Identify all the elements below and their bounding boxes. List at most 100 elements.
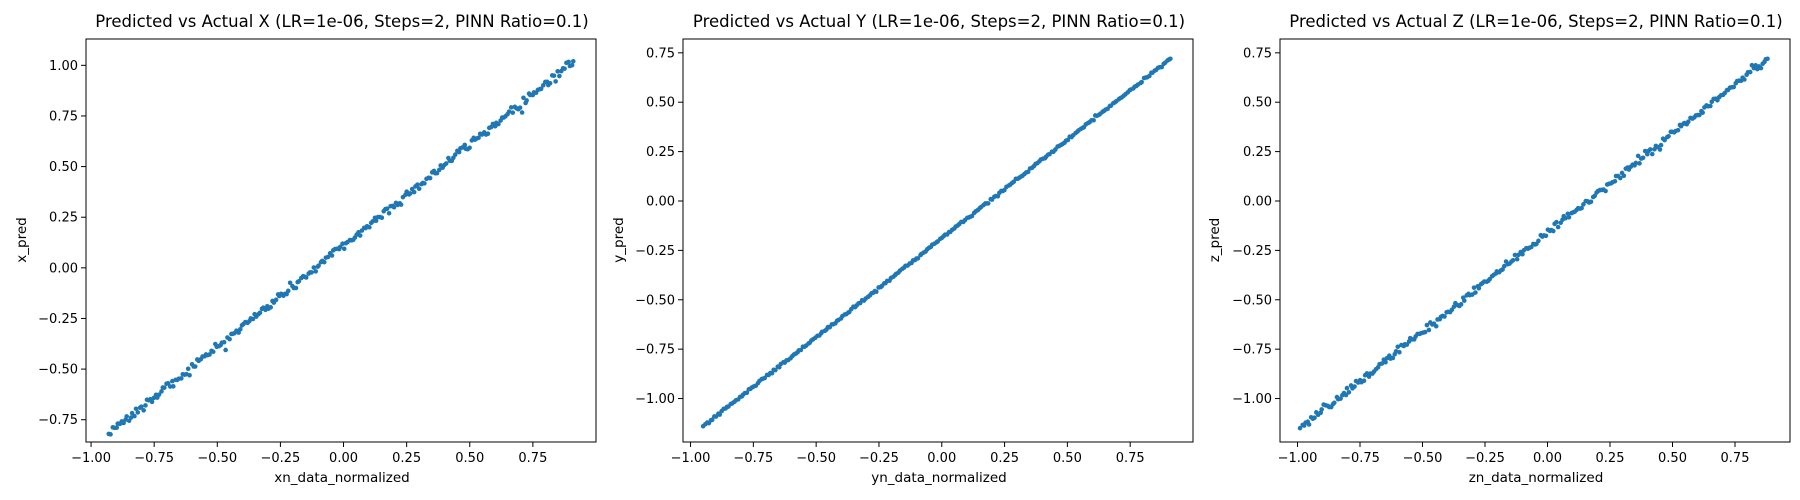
scatter-point (149, 399, 155, 405)
y-tick-label: 0.00 (646, 194, 675, 209)
y-tick-label: 0.75 (646, 46, 675, 61)
y-tick-label: 0.75 (49, 109, 78, 124)
y-tick-label: −0.50 (635, 293, 675, 308)
scatter-point (551, 73, 557, 78)
y-tick-label: −1.00 (1232, 392, 1272, 407)
x-tick-label: −0.75 (733, 451, 773, 466)
scatter-point (1344, 385, 1350, 391)
scatter-point (1543, 233, 1549, 239)
scatter-point (1338, 396, 1343, 401)
scatter-point (1647, 147, 1653, 152)
x-tick-label: 0.50 (1658, 451, 1687, 466)
scatter-point (1675, 127, 1681, 133)
y-tick-label: −0.75 (635, 343, 675, 358)
scatter-point (510, 110, 516, 115)
scatter-point (250, 316, 256, 322)
scatter-point (1332, 400, 1337, 406)
scatter-point (133, 406, 139, 412)
x-tick-label: −0.50 (197, 451, 237, 466)
scatter-point (462, 142, 468, 148)
scatter-point (427, 175, 433, 181)
x-tick-label: 0.25 (392, 451, 421, 466)
scatter-point (1649, 151, 1655, 157)
scatter-points (700, 56, 1173, 429)
axes-frame (682, 38, 1194, 443)
scatter-point (547, 80, 553, 86)
scatter-point (1397, 349, 1402, 355)
scatter-point (108, 432, 113, 437)
axes-frame (1279, 38, 1791, 443)
scatter-points (106, 58, 576, 437)
scatter-point (1563, 215, 1568, 221)
scatter-point (1471, 285, 1477, 290)
scatter-point (121, 420, 126, 426)
scatter-point (1510, 257, 1516, 263)
scatter-point (1708, 103, 1713, 109)
scatter-point (1551, 228, 1556, 234)
scatter-point (1091, 117, 1096, 123)
y-axis-label: z_pred (1207, 218, 1223, 263)
scatter-point (143, 403, 148, 408)
scatter-point (985, 201, 991, 206)
scatter-point (273, 297, 279, 303)
scatter-point (1343, 392, 1349, 398)
scatter-point (373, 218, 379, 223)
scatter-point (1451, 304, 1457, 310)
y-tick-label: 0.25 (49, 211, 78, 226)
scatter-point (268, 305, 274, 310)
y-tick-label: −0.50 (1232, 293, 1272, 308)
scatter-point (1297, 425, 1303, 431)
scatter-point (316, 263, 321, 269)
scatter-point (379, 215, 385, 221)
scatter-point (329, 253, 335, 258)
scatter-point (569, 62, 575, 68)
x-tick-label: −0.25 (859, 451, 899, 466)
scatter-point (1395, 344, 1401, 350)
x-tick-label: −0.75 (134, 451, 174, 466)
scatter-point (524, 98, 529, 103)
scatter-point (773, 367, 778, 373)
scatter-point (562, 66, 567, 71)
scatter-point (341, 246, 347, 252)
scatter-point (1642, 148, 1648, 154)
scatter-point (798, 347, 804, 353)
scatter-point (1361, 378, 1367, 384)
scatter-point (159, 389, 164, 394)
x-tick-label: 0.25 (990, 451, 1019, 466)
scatter-point (1621, 173, 1627, 179)
x-tick-label: −0.50 (796, 451, 836, 466)
scatter-point (1462, 298, 1467, 303)
x-tick-label: 0.00 (329, 451, 358, 466)
scatter-point (1442, 314, 1447, 319)
scatter-point (1424, 322, 1430, 328)
scatter-point (874, 289, 879, 295)
scatter-point (1433, 323, 1439, 329)
x-tick-label: 0.00 (1533, 451, 1562, 466)
scatter-point (156, 392, 162, 397)
scatter-point (476, 135, 481, 141)
scatter-point (1592, 193, 1598, 199)
x-tick-label: 0.75 (518, 451, 547, 466)
scatter-point (1686, 119, 1691, 125)
scatter-point (287, 280, 293, 286)
scatter-point (1555, 224, 1561, 230)
scatter-point (398, 202, 404, 207)
scatter-point (132, 413, 137, 419)
y-tick-label: −0.75 (38, 413, 78, 428)
y-tick-label: 0.50 (1243, 96, 1272, 111)
subplot-y: Predicted vs Actual Y (LR=1e-06, Steps=2… (611, 12, 1194, 486)
x-tick-label: −0.50 (1403, 451, 1443, 466)
scatter-point (1581, 202, 1586, 207)
scatter-point (1657, 147, 1663, 152)
scatter-point (139, 404, 144, 409)
scatter-point (192, 364, 198, 369)
scatter-point (1617, 175, 1623, 181)
scatter-point (1426, 327, 1432, 333)
x-tick-label: −0.25 (260, 451, 300, 466)
scatter-point (437, 167, 442, 173)
x-tick-label: −1.00 (671, 451, 711, 466)
scatter-point (434, 170, 440, 176)
scatter-point (1168, 56, 1173, 62)
x-axis-label: zn_data_normalized (1469, 470, 1604, 486)
scatter-point (1520, 251, 1525, 257)
